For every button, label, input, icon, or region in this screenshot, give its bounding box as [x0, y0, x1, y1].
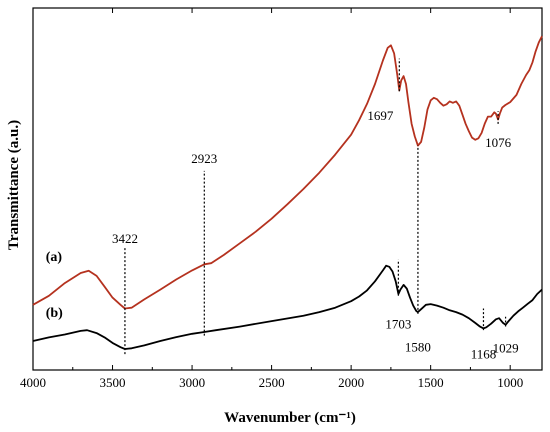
x-tick-label: 3000	[179, 375, 205, 390]
series-label-b: (b)	[46, 306, 63, 321]
peak-label-1168: 1168	[471, 347, 497, 362]
series-label-layer: (a) (b)	[46, 250, 63, 321]
x-tick-label: 1500	[418, 375, 444, 390]
peak-label-1697: 1697	[367, 108, 394, 123]
y-axis-title: Transmittance (a.u.)	[6, 120, 22, 250]
series-layer	[32, 35, 543, 350]
plot-border	[32, 7, 543, 371]
x-tick-label: 2500	[259, 375, 285, 390]
peak-label-1580: 1580	[405, 339, 431, 354]
series-line-a	[32, 35, 543, 310]
x-axis: 4000 3500 3000 2500 2000 1500 1000	[20, 8, 523, 390]
peak-label-1703: 1703	[385, 317, 411, 332]
plot-frame	[32, 7, 543, 371]
series-line-b	[32, 264, 543, 350]
series-label-a: (a)	[46, 250, 63, 265]
peak-label-2923: 2923	[191, 151, 217, 166]
x-tick-label: 2000	[338, 375, 364, 390]
x-tick-label: 1000	[497, 375, 523, 390]
peak-label-1029: 1029	[493, 341, 519, 356]
peak-label-1076: 1076	[485, 135, 512, 150]
x-tick-label: 3500	[100, 375, 126, 390]
x-axis-title: Wavenumber (cm⁻¹)	[224, 410, 356, 426]
x-tick-label: 4000	[20, 375, 46, 390]
peak-label-3422: 3422	[112, 231, 138, 246]
